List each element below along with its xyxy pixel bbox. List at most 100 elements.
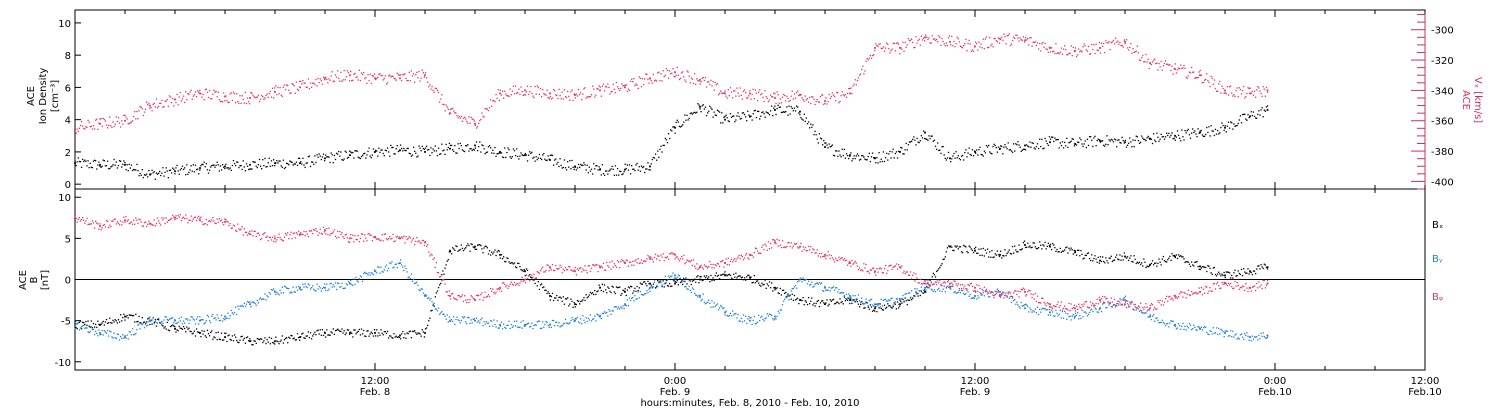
bottom-by-sample <box>767 315 770 317</box>
bottom-bz-sample <box>188 219 190 221</box>
bottom-by-sample <box>265 299 267 301</box>
top-vx-sample <box>922 37 925 39</box>
bottom-bz-sample <box>157 220 160 222</box>
top-vx-sample <box>1245 95 1247 98</box>
top-vx-sample <box>903 50 905 53</box>
top-ion-density-sample <box>295 161 298 163</box>
top-ion-density-sample <box>291 161 293 164</box>
bottom-bz-sample <box>148 220 150 222</box>
bottom-bx-sample <box>139 321 141 324</box>
top-vx-sample <box>1081 51 1083 53</box>
bottom-bz-sample <box>347 241 350 243</box>
bottom-bx-sample <box>762 284 764 286</box>
bottom-by-sample <box>460 319 462 322</box>
bottom-by-sample <box>1043 308 1045 310</box>
bottom-by-sample <box>683 280 685 283</box>
top-vx-sample <box>1237 96 1239 98</box>
bottom-bz-sample <box>93 227 96 229</box>
bottom-bx-sample <box>396 336 398 339</box>
top-vx-sample <box>80 120 83 123</box>
top-vx-sample <box>1029 37 1031 39</box>
bottom-by-sample <box>213 317 215 320</box>
bottom-bx-sample <box>964 245 966 247</box>
bottom-bx-sample <box>780 294 783 296</box>
top-vx-sample <box>801 97 803 99</box>
bottom-bx-sample <box>895 308 898 310</box>
top-vx-sample <box>458 115 460 117</box>
top-ion-density-sample <box>973 150 976 152</box>
bottom-by-sample <box>116 333 119 335</box>
bottom-bx-sample <box>608 287 610 289</box>
bottom-bx-sample <box>327 334 329 336</box>
bottom-by-sample <box>687 288 689 290</box>
top-ion-density-sample <box>980 153 982 156</box>
top-vx-sample <box>714 81 716 84</box>
bottom-by-sample <box>1162 321 1165 324</box>
top-vx-sample <box>825 97 827 99</box>
top-vx-sample <box>575 93 578 95</box>
bottom-by-sample <box>740 317 742 320</box>
top-ion-density-sample <box>637 169 639 171</box>
top-vx-sample <box>724 90 726 92</box>
bottom-bx-sample <box>723 273 725 275</box>
top-ion-density-sample <box>1183 139 1185 141</box>
bottom-by-sample <box>129 331 132 333</box>
bottom-by-sample <box>419 289 421 292</box>
bottom-bz-sample <box>232 224 235 226</box>
top-vx-sample <box>1077 54 1079 56</box>
bottom-bx-sample <box>693 278 696 280</box>
bottom-by-sample <box>109 330 111 332</box>
top-vx-sample <box>1131 52 1133 54</box>
top-vx-sample <box>1011 39 1014 42</box>
bottom-by-sample <box>1054 315 1056 317</box>
bottom-by-sample <box>954 290 956 293</box>
top-ion-density-sample <box>983 150 985 152</box>
bottom-by-sample <box>328 288 330 290</box>
top-right-tick-label: -380 <box>1431 147 1454 158</box>
bottom-bz-sample <box>293 232 295 234</box>
top-vx-sample <box>846 92 849 95</box>
top-ion-density-sample <box>884 157 887 159</box>
bottom-by-sample <box>988 296 990 298</box>
bottom-by-sample <box>1227 335 1230 337</box>
bottom-bx-sample <box>583 296 585 299</box>
top-vx-sample <box>563 89 566 91</box>
bottom-by-sample <box>723 307 725 309</box>
top-vx-point <box>399 77 401 80</box>
bottom-bx-sample <box>641 283 644 285</box>
top-vx-sample <box>910 38 913 40</box>
top-vx-point <box>124 119 126 122</box>
top-ion-density-sample <box>445 143 447 146</box>
bottom-bx-sample <box>971 249 974 252</box>
top-ion-density-sample <box>383 155 385 157</box>
top-vx-sample <box>1109 49 1111 51</box>
bottom-by-sample <box>754 322 757 325</box>
top-ion-density-sample <box>1234 125 1236 128</box>
top-vx-sample <box>1061 53 1064 55</box>
top-ion-density-sample <box>1087 144 1090 147</box>
top-ion-density-sample <box>157 172 160 174</box>
bottom-bx-sample <box>737 275 739 278</box>
top-vx-sample <box>980 43 982 45</box>
top-ion-density-sample <box>941 146 943 148</box>
top-vx-sample <box>500 94 503 96</box>
top-vx-sample <box>135 118 137 120</box>
top-ion-density-sample <box>278 160 280 162</box>
bottom-bx-sample <box>271 341 274 344</box>
top-vx-sample <box>1262 86 1264 88</box>
bottom-by-sample <box>380 266 382 268</box>
bottom-bz-sample <box>115 223 117 225</box>
top-vx-sample <box>416 71 418 74</box>
bottom-by-sample <box>601 312 604 315</box>
top-ion-density-sample <box>639 170 642 172</box>
top-ion-density-sample <box>826 144 828 146</box>
bottom-bx-sample <box>491 251 493 253</box>
top-ion-density-sample <box>230 169 232 172</box>
bottom-bx-sample <box>983 255 985 257</box>
bottom-bx-sample <box>563 303 566 305</box>
bottom-bx-sample <box>386 330 389 333</box>
top-vx-sample <box>1173 67 1175 70</box>
top-ion-density-sample <box>272 159 275 161</box>
top-ion-density-sample <box>611 165 613 168</box>
bottom-bx-point <box>574 303 576 306</box>
